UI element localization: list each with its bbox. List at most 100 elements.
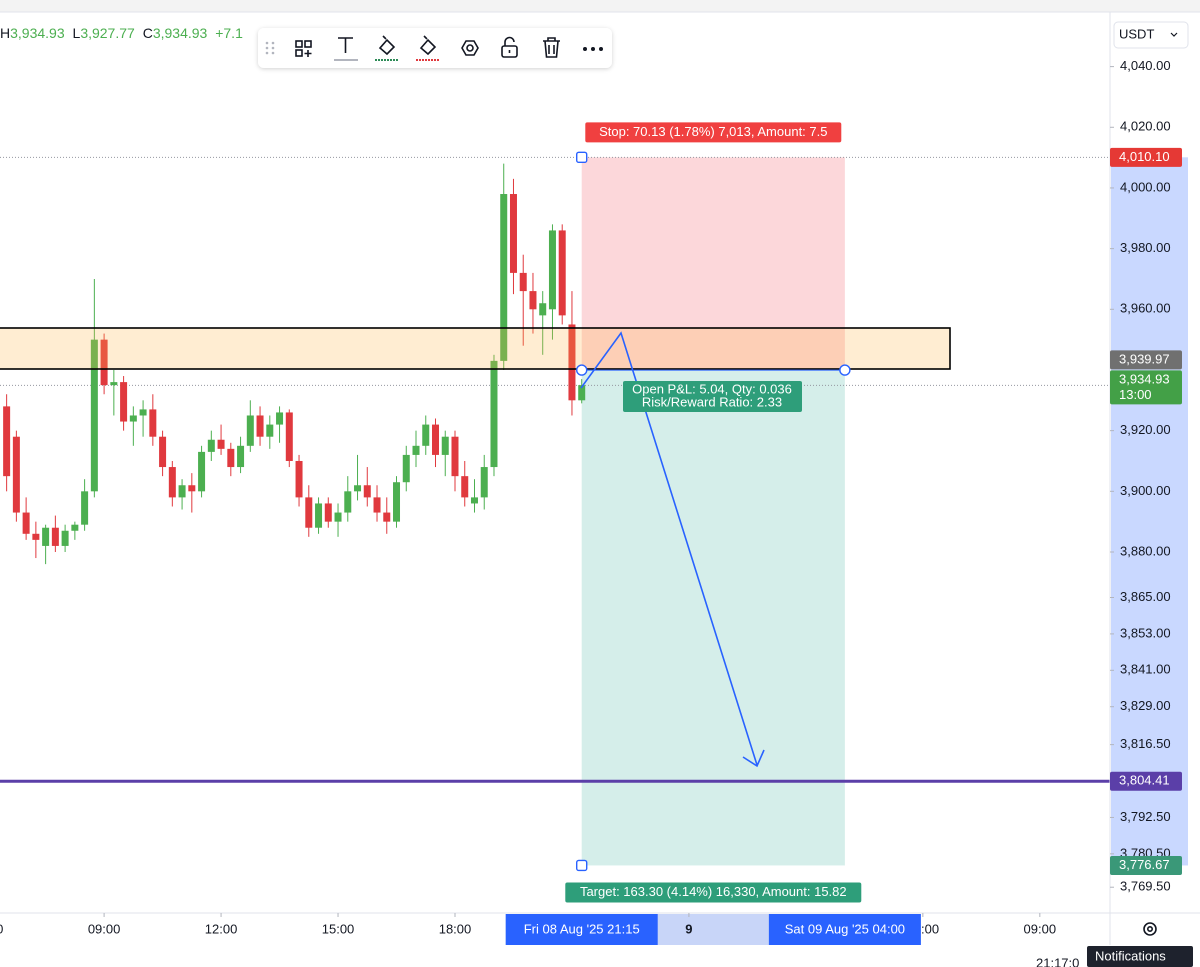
notifications-button[interactable]: Notifications [1087,946,1193,967]
x-tick-label: 06:00 [0,921,3,936]
candle-body [61,530,69,546]
candle-body [217,439,225,449]
candle-body [578,385,586,401]
more-icon[interactable] [583,47,603,51]
candle-body [237,445,245,468]
time-label-bg [505,914,658,945]
candle-body [558,230,566,316]
candle-body [470,497,478,504]
candle-body [256,415,264,437]
candle-body [539,303,547,316]
price-tag: 3,939.97 [1119,351,1170,366]
candle-body [22,512,30,534]
candle-body [227,448,235,468]
x-tick-label: 09:00 [88,921,121,936]
template-icon[interactable] [295,40,312,57]
x-tick-label: 12:00 [205,921,238,936]
stop-zone [581,157,845,371]
candle-body [139,409,147,416]
price-tag-bg [1110,147,1182,167]
x-tick-label: 15:00 [322,921,355,936]
candle-body [100,339,108,386]
candle-body [480,467,488,498]
candle-body [441,436,449,455]
candle-body [393,482,401,522]
text-color-icon[interactable] [334,37,358,61]
y-tick-label: 3,841.00 [1120,662,1171,677]
target-label-bg [565,882,862,903]
fill-color-icon[interactable] [375,35,399,61]
candle-body [246,415,254,446]
y-tick-label: 3,865.00 [1120,589,1171,604]
top-bar [0,0,1200,12]
candle-body [90,339,98,492]
entry-handle[interactable] [839,364,851,376]
candle-body [432,424,440,455]
notifications-label: Notifications [1095,948,1166,963]
ohlc-legend: H3,934.93 L3,927.77 C3,934.93 +7.1 [0,25,243,41]
delete-icon[interactable] [543,37,560,58]
price-tag-bg [1110,350,1182,370]
y-tick-label: 3,829.00 [1120,698,1171,713]
price-countdown: 13:00 [1119,387,1152,402]
candle-body [168,467,176,498]
currency-box [1113,21,1189,49]
candle-body [12,436,20,513]
x-tick-label: 9 [685,921,692,936]
candle-body [188,485,196,492]
x-tick-label: 18:00 [439,921,472,936]
candle-body [266,424,274,437]
y-tick-label: 3,960.00 [1120,301,1171,316]
legend-c: C [143,25,153,41]
price-tag-bg [1110,855,1182,875]
drawing-toolbar [258,28,612,68]
candle-body [529,291,537,310]
notifications-bg [1087,946,1193,967]
candle-body [451,436,459,477]
candle-body [363,485,371,498]
target-label: Target: 163.30 (4.14%) 16,330, Amount: 1… [580,884,847,899]
candle-body [519,272,527,292]
currency-selector[interactable]: USDT [1113,21,1189,49]
candle-body [324,503,332,522]
candle-body [568,324,576,401]
legend-low: 3,927.77 [80,25,135,41]
candle-body [285,412,293,461]
lock-icon[interactable] [501,36,518,58]
candle-body [344,491,352,513]
position-handle[interactable] [576,151,588,164]
time-label-bg [768,914,921,945]
price-tag-bg [1110,370,1182,405]
candle-body [461,476,469,498]
candle-body [490,360,498,468]
line-color-icon[interactable] [416,35,440,61]
candle-body [500,194,508,361]
entry-handle[interactable] [576,364,588,376]
time-settings-icon[interactable] [1143,922,1157,936]
candle-body [383,512,391,522]
price-tag: 3,804.41 [1119,773,1170,788]
price-axis: 4,040.00 4,020.00 4,000.00 3,980.00 3,960.00… [1110,58,1188,894]
candle-body [315,503,323,528]
price-range-highlight [1111,157,1188,866]
price-tag: 4,010.10 [1119,149,1170,164]
y-tick-label: 3,880.00 [1120,543,1171,558]
candle-body [159,436,167,468]
y-tick-label: 3,816.50 [1120,736,1171,751]
candle-body [276,412,284,425]
candle-body [42,527,50,546]
legend-h: H [0,25,10,41]
currency-chevron [1170,32,1178,37]
rr-label: Risk/Reward Ratio: 2.33 [642,394,782,409]
y-tick-label: 3,900.00 [1120,483,1171,498]
pnl-label-bg [623,381,802,412]
candle-body [178,485,186,498]
legend-high: 3,934.93 [10,25,65,41]
candle-body [110,382,118,386]
candle-body [81,491,89,525]
settings-icon[interactable] [461,40,479,56]
candle-body [129,415,137,422]
y-tick-label: 3,792.50 [1120,809,1171,824]
position-handle[interactable] [576,859,588,872]
